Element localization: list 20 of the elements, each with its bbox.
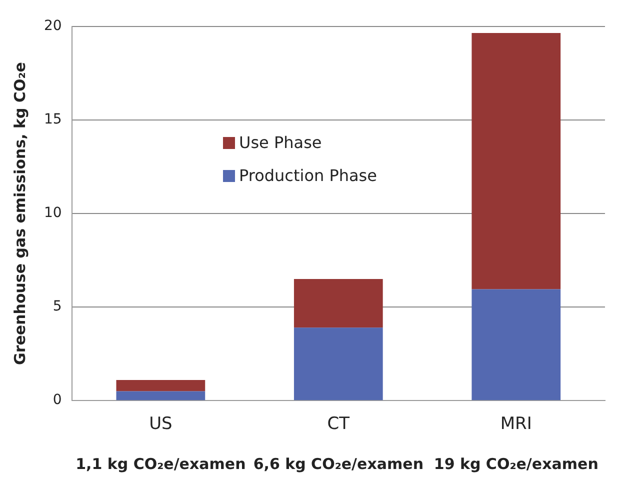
bar	[472, 32, 561, 290]
legend-label: Production Phase	[239, 166, 377, 185]
legend-label: Use Phase	[239, 133, 322, 152]
text: 1,1 kg CO₂e/examen	[76, 454, 246, 473]
x-tick-label: CT	[327, 414, 350, 434]
y-tick-label: 10	[44, 205, 62, 222]
bar	[294, 328, 383, 400]
bar	[116, 380, 206, 392]
text: 19 kg CO₂e/examen	[434, 454, 598, 473]
bar	[294, 278, 383, 328]
bar	[116, 391, 206, 400]
y-tick-label: 20	[44, 18, 62, 34]
text: 6,6 kg CO₂e/examen	[253, 454, 424, 473]
x-tick-label: US	[149, 414, 172, 434]
y-tick-label: 0	[52, 392, 62, 408]
bar	[472, 289, 561, 400]
y-axis-title: Greenhouse gas emissions, kg CO₂e	[10, 62, 29, 365]
y-tick-label: 15	[44, 112, 62, 128]
y-tick-label: 5	[52, 298, 62, 315]
x-tick-label: MRI	[500, 414, 532, 434]
